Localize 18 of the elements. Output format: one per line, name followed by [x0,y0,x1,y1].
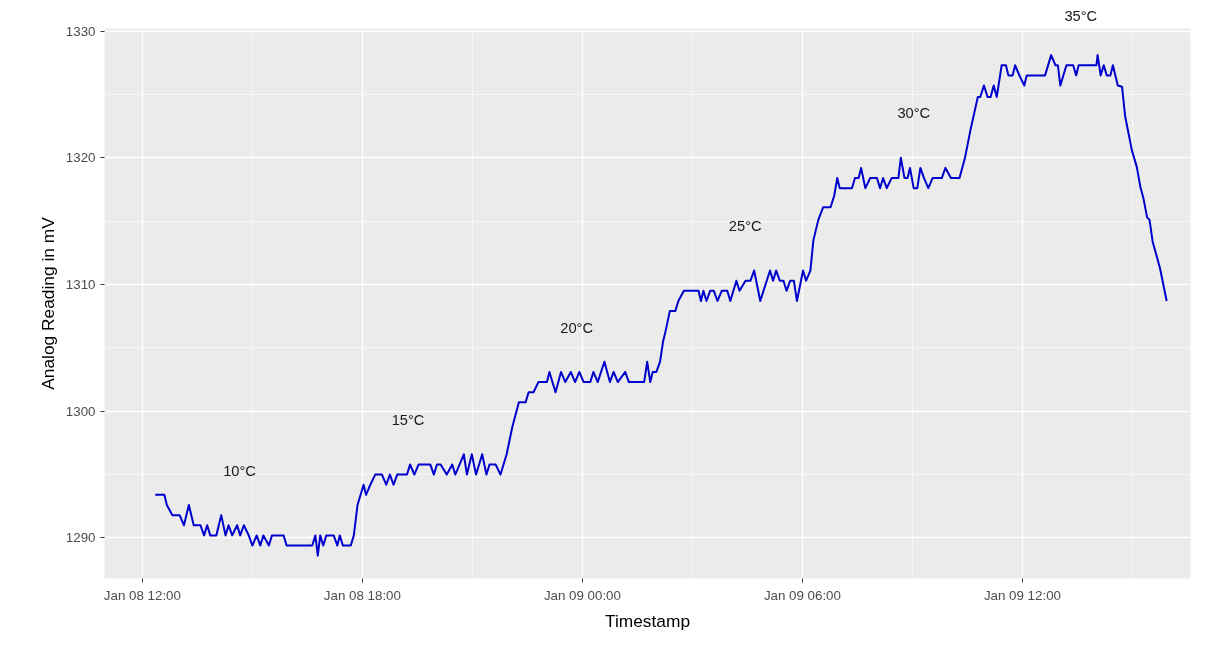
annotation: 10°C [223,462,257,479]
x-tick-label: Jan 09 00:00 [543,587,621,603]
y-tick-label: 1300 [65,403,96,419]
x-tick-label: Jan 08 12:00 [103,587,181,603]
x-tick-label: Jan 09 12:00 [983,587,1061,603]
annotation: 25°C [728,218,763,235]
x-tick-label: Jan 08 18:00 [323,587,401,603]
x-axis-title: Timestamp [604,610,691,631]
y-tick-label: 1310 [65,276,96,292]
text: 35°C [1064,7,1098,24]
y-tick-label: 1320 [65,150,96,166]
x-tick-label: Jan 09 06:00 [763,587,841,603]
annotation: 20°C [560,319,594,336]
annotation: 15°C [391,412,425,429]
y-axis-title: Analog Reading in mV [37,216,58,390]
annotation: 30°C [897,105,931,122]
y-tick-label: 1330 [65,23,96,39]
y-tick-label: 1290 [65,530,96,546]
